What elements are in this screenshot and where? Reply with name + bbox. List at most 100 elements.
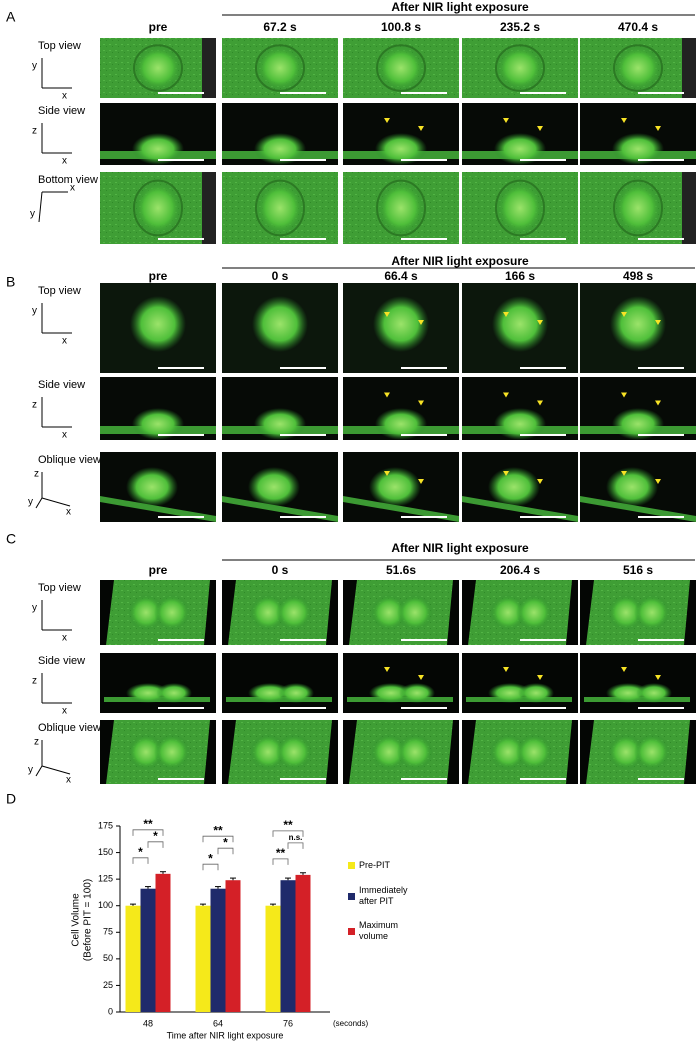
micrograph — [343, 377, 459, 440]
micrograph — [462, 580, 578, 645]
cell — [133, 179, 183, 237]
micrograph — [462, 283, 578, 373]
cell — [133, 44, 183, 92]
cell — [130, 296, 186, 352]
axis-label: x — [62, 91, 67, 102]
axis-label: z — [32, 126, 37, 137]
micrograph — [222, 172, 338, 244]
image-edge — [682, 38, 696, 98]
x-tick-label: 76 — [283, 1018, 293, 1028]
legend-swatch — [348, 893, 355, 900]
cell — [128, 594, 164, 631]
row-label: Side view — [38, 655, 85, 667]
arrowhead — [655, 400, 661, 406]
cell — [276, 594, 312, 631]
axis-label: y — [28, 497, 33, 508]
bar — [195, 905, 211, 1012]
micrograph — [222, 103, 338, 165]
micrograph — [100, 653, 216, 713]
cell — [254, 408, 306, 440]
cell — [488, 467, 540, 507]
arrowhead — [655, 479, 661, 484]
axis-label: x — [62, 633, 67, 644]
cell — [154, 594, 190, 631]
arrowhead — [503, 392, 509, 398]
cell — [636, 683, 672, 703]
significance-label: ** — [213, 823, 223, 837]
cell — [516, 594, 552, 631]
micrograph — [580, 283, 696, 373]
plane — [100, 496, 216, 522]
cell — [375, 133, 427, 165]
cell — [612, 133, 664, 165]
cell — [375, 408, 427, 440]
x-unit: (seconds) — [333, 1019, 368, 1028]
panel-header: After NIR light exposure — [391, 0, 529, 14]
cell — [608, 734, 644, 770]
axis-label: z — [34, 737, 39, 748]
arrowhead — [418, 320, 424, 325]
micrograph — [343, 720, 459, 784]
micrograph — [100, 377, 216, 440]
y-tick-label: 0 — [108, 1006, 113, 1016]
cell — [634, 594, 670, 631]
significance-bracket — [132, 857, 149, 864]
micrograph — [100, 38, 216, 98]
image-edge — [202, 38, 216, 98]
cell — [132, 408, 184, 440]
significance-bracket — [202, 835, 234, 843]
cell — [399, 683, 435, 703]
column-label: 498 s — [623, 269, 653, 283]
arrowhead — [503, 118, 509, 123]
arrowhead — [655, 126, 661, 131]
x-tick-label: 48 — [143, 1018, 153, 1028]
micrograph — [100, 452, 216, 522]
image-bg — [343, 653, 459, 713]
row-label: Side view — [38, 379, 85, 391]
micrograph — [462, 172, 578, 244]
micrograph — [222, 580, 338, 645]
arrowhead — [621, 312, 627, 317]
column-label: pre — [149, 563, 168, 577]
column-label: 235.2 s — [500, 20, 540, 34]
axis-label: y — [28, 765, 33, 776]
micrograph — [462, 452, 578, 522]
cell — [494, 408, 546, 440]
micrograph — [343, 452, 459, 522]
cell — [516, 734, 552, 770]
column-label: 0 s — [272, 563, 289, 577]
cell — [255, 179, 305, 237]
micrograph — [100, 580, 216, 645]
cell — [494, 133, 546, 165]
column-label: 516 s — [623, 563, 653, 577]
cell — [376, 44, 426, 92]
micrograph — [343, 580, 459, 645]
micrograph — [580, 377, 696, 440]
micrograph — [222, 377, 338, 440]
micrograph — [462, 653, 578, 713]
row-label: Oblique view — [38, 454, 101, 466]
axis-label: x — [66, 507, 71, 518]
y-tick-label: 125 — [98, 874, 113, 884]
cell — [518, 683, 554, 703]
column-label: 100.8 s — [381, 20, 421, 34]
arrowhead — [503, 667, 509, 672]
panel-letter: C — [6, 531, 16, 547]
y-tick-label: 100 — [98, 900, 113, 910]
axis — [38, 191, 43, 223]
axis-label: x — [62, 706, 67, 717]
plane — [580, 496, 696, 522]
significance-bracket — [272, 830, 304, 837]
significance-label: ** — [276, 846, 286, 860]
panel-letter: D — [6, 791, 16, 807]
micrograph — [462, 103, 578, 165]
column-label: pre — [149, 269, 168, 283]
axis-label: x — [62, 430, 67, 441]
legend-label: Immediately after PIT — [359, 885, 408, 906]
cell — [606, 467, 658, 507]
y-axis-label-line: (Before PIT = 100) — [83, 879, 94, 961]
arrowhead — [621, 392, 627, 398]
row-label: Top view — [38, 582, 81, 594]
cell — [371, 594, 407, 631]
arrowhead — [537, 320, 543, 325]
